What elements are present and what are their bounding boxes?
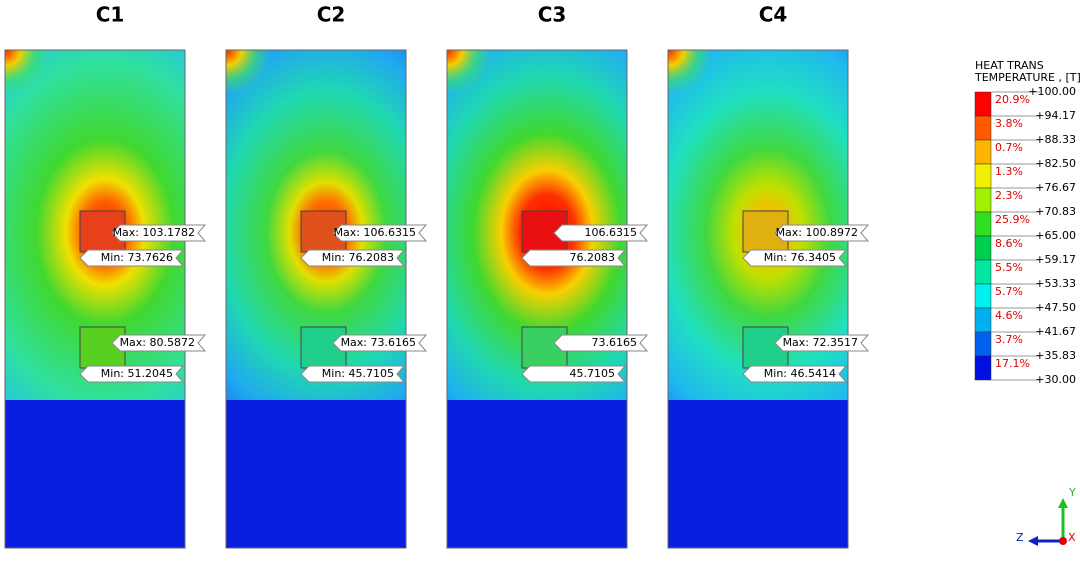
legend-level: +65.00 — [1035, 229, 1076, 242]
legend-swatch — [974, 115, 992, 141]
legend-level: +76.67 — [1035, 181, 1076, 194]
panel-title: C2 — [317, 3, 346, 27]
callout — [79, 249, 185, 267]
callout — [111, 334, 207, 352]
panel-title: C1 — [96, 3, 125, 27]
legend-level: +47.50 — [1035, 301, 1076, 314]
legend-percentage: 2.3% — [995, 189, 1023, 202]
legend-swatch — [974, 211, 992, 237]
callout-label: Max: 80.5872 — [120, 336, 195, 349]
callout-label: Min: 45.7105 — [322, 367, 394, 380]
legend-percentage: 0.7% — [995, 141, 1023, 154]
legend-swatch — [974, 91, 992, 117]
callout — [774, 334, 870, 352]
callout — [553, 224, 649, 242]
legend-level: +53.33 — [1035, 277, 1076, 290]
callout-label: Min: 51.2045 — [101, 367, 173, 380]
callout — [332, 224, 428, 242]
legend-level: +59.17 — [1035, 253, 1076, 266]
legend-level: +35.83 — [1035, 349, 1076, 362]
legend-percentage: 1.3% — [995, 165, 1023, 178]
contour-plot — [225, 49, 407, 549]
legend-swatch — [974, 235, 992, 261]
legend-percentage: 3.7% — [995, 333, 1023, 346]
callout — [79, 365, 185, 383]
legend-swatch — [974, 283, 992, 309]
contour-plot — [667, 49, 849, 549]
callout-label: Min: 73.7626 — [101, 251, 173, 264]
legend-percentage: 25.9% — [995, 213, 1030, 226]
legend-swatch — [974, 259, 992, 285]
panel-title: C4 — [759, 3, 788, 27]
legend-level: +88.33 — [1035, 133, 1076, 146]
legend-level: +100.00 — [1028, 85, 1076, 98]
legend-swatch — [974, 307, 992, 333]
legend-percentage: 5.7% — [995, 285, 1023, 298]
legend-level: +30.00 — [1035, 373, 1076, 386]
callout — [521, 249, 627, 267]
legend-percentage: 3.8% — [995, 117, 1023, 130]
legend-title: HEAT TRANS — [975, 59, 1044, 72]
callout-label: 45.7105 — [570, 367, 616, 380]
callout-label: Max: 73.6165 — [341, 336, 416, 349]
legend-level: +82.50 — [1035, 157, 1076, 170]
legend-title: TEMPERATURE , [T] — [974, 71, 1080, 84]
callout-label: Max: 100.8972 — [776, 226, 858, 239]
callout-label: Min: 76.2083 — [322, 251, 394, 264]
callout-label: 106.6315 — [585, 226, 638, 239]
legend-swatch — [974, 187, 992, 213]
legend-percentage: 20.9% — [995, 93, 1030, 106]
legend-level: +94.17 — [1035, 109, 1076, 122]
callout — [111, 224, 207, 242]
callout-label: Max: 106.6315 — [334, 226, 416, 239]
callout — [742, 249, 848, 267]
legend-swatch — [974, 139, 992, 165]
legend-swatch — [974, 163, 992, 189]
callout-label: Max: 103.1782 — [113, 226, 195, 239]
triad-x: X — [1068, 531, 1076, 544]
legend-swatch — [974, 355, 992, 381]
callout — [774, 224, 870, 242]
legend-percentage: 17.1% — [995, 357, 1030, 370]
legend-level: +41.67 — [1035, 325, 1076, 338]
legend-percentage: 4.6% — [995, 309, 1023, 322]
triad-y: Y — [1068, 486, 1076, 499]
legend-swatch — [974, 331, 992, 357]
callout — [300, 365, 406, 383]
callout — [332, 334, 428, 352]
legend-percentage: 8.6% — [995, 237, 1023, 250]
panel-title: C3 — [538, 3, 567, 27]
legend-percentage: 5.5% — [995, 261, 1023, 274]
callout — [521, 365, 627, 383]
callout-label: Max: 72.3517 — [783, 336, 858, 349]
axis-triad — [1028, 498, 1068, 546]
triad-z: Z — [1016, 531, 1024, 544]
callout-label: Min: 76.3405 — [764, 251, 836, 264]
legend-level: +70.83 — [1035, 205, 1076, 218]
callout — [742, 365, 848, 383]
callout-label: 73.6165 — [592, 336, 638, 349]
callout — [553, 334, 649, 352]
contour-plot — [446, 49, 628, 549]
callout — [300, 249, 406, 267]
contour-plot — [4, 49, 186, 549]
callout-label: Min: 46.5414 — [764, 367, 836, 380]
callout-label: 76.2083 — [570, 251, 616, 264]
